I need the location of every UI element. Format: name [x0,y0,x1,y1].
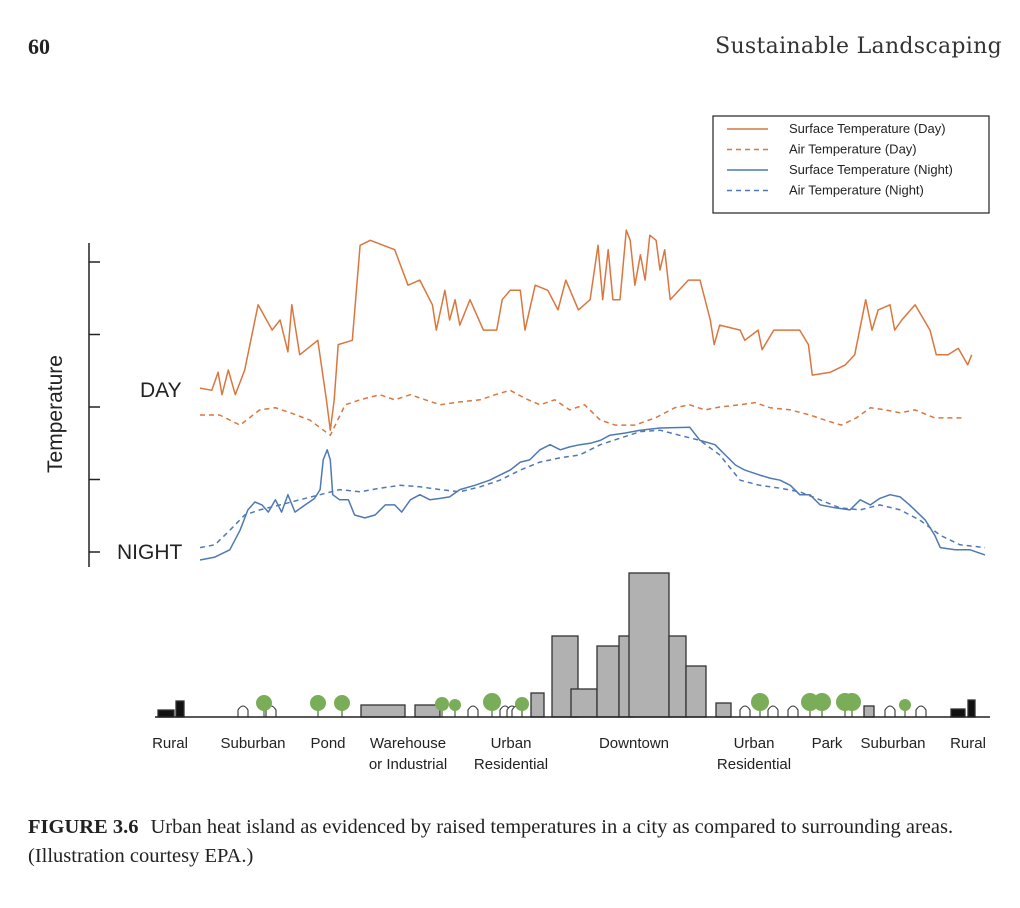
downtown-building [596,645,620,718]
legend: Surface Temperature (Day) Air Temperature… [712,115,990,214]
y-axis [88,243,100,567]
tree-icon [515,697,529,717]
series-layer [199,229,986,561]
zone-label-line: Warehouse [370,735,446,752]
zone-label: Park [812,735,843,752]
series-line-surface-temperature-night [199,426,986,561]
night-label: NIGHT [117,541,183,564]
warehouse-building [360,704,406,718]
zone-label: Suburban [220,735,285,752]
rural-silo [967,699,976,718]
house-icon [237,705,249,717]
tree-icon [813,693,831,717]
zone-label-line: Residential [717,756,791,773]
downtown-building [685,665,707,718]
rural-barn [157,709,175,718]
tree-icon [751,693,769,717]
tree-icon [843,693,861,717]
legend-entry: Surface Temperature (Night) [789,162,953,177]
zone-label-line: or Industrial [369,756,447,773]
figure-label: FIGURE 3.6 [28,816,139,838]
tree-icon [483,693,501,717]
zone-label: Pond [310,735,345,752]
legend-entry: Air Temperature (Night) [789,183,924,198]
zone-label: Rural [950,735,986,752]
series-line-air-temperature-day [200,389,966,437]
zone-label: Warehouse or Industrial [369,735,447,773]
house-icon [467,705,479,717]
series-line-surface-temperature-day [199,229,973,431]
tree-icon [899,699,911,717]
house-icon [884,705,896,717]
zone-label: Downtown [599,735,669,752]
house-icon [767,705,779,717]
residential-building [530,692,545,718]
urban-heat-island-figure: Surface Temperature (Day) Air Temperature… [44,115,990,773]
house-icon [787,705,799,717]
tree-icon [256,695,272,717]
day-label: DAY [140,379,182,402]
residential-building [715,702,732,718]
skyline-illustration [155,572,990,718]
house-icon [739,705,751,717]
downtown-skyscraper [628,572,670,718]
figure-caption-text: Urban heat island as evidenced by raised… [28,816,954,867]
legend-entry: Air Temperature (Day) [789,142,917,157]
page-number: 60 [28,34,50,59]
figure-caption: FIGURE 3.6 Urban heat island as evidenced… [28,813,1008,871]
tree-icon [449,699,461,717]
series-line-air-temperature-night [199,429,986,549]
tree-icon [310,695,326,717]
y-axis-label: Temperature [44,355,67,473]
zone-label-line: Urban [491,735,532,752]
legend-entry: Surface Temperature (Day) [789,121,946,136]
zone-labels: Rural Suburban Pond Warehouse or Industri… [152,735,986,773]
downtown-building [668,635,687,718]
rural-barn [950,708,966,718]
zone-label: Rural [152,735,188,752]
tree-icon [435,697,449,717]
running-head: Sustainable Landscaping [715,34,1002,59]
tree-icon [334,695,350,717]
zone-label-line: Residential [474,756,548,773]
legend-box [712,115,990,214]
zone-label: Urban Residential [474,735,548,773]
zone-label: Suburban [860,735,925,752]
zone-label-line: Urban [734,735,775,752]
rural-silo [175,700,185,718]
downtown-building [570,688,598,718]
suburban-building [863,705,875,718]
house-icon [915,705,927,717]
zone-label: Urban Residential [717,735,791,773]
